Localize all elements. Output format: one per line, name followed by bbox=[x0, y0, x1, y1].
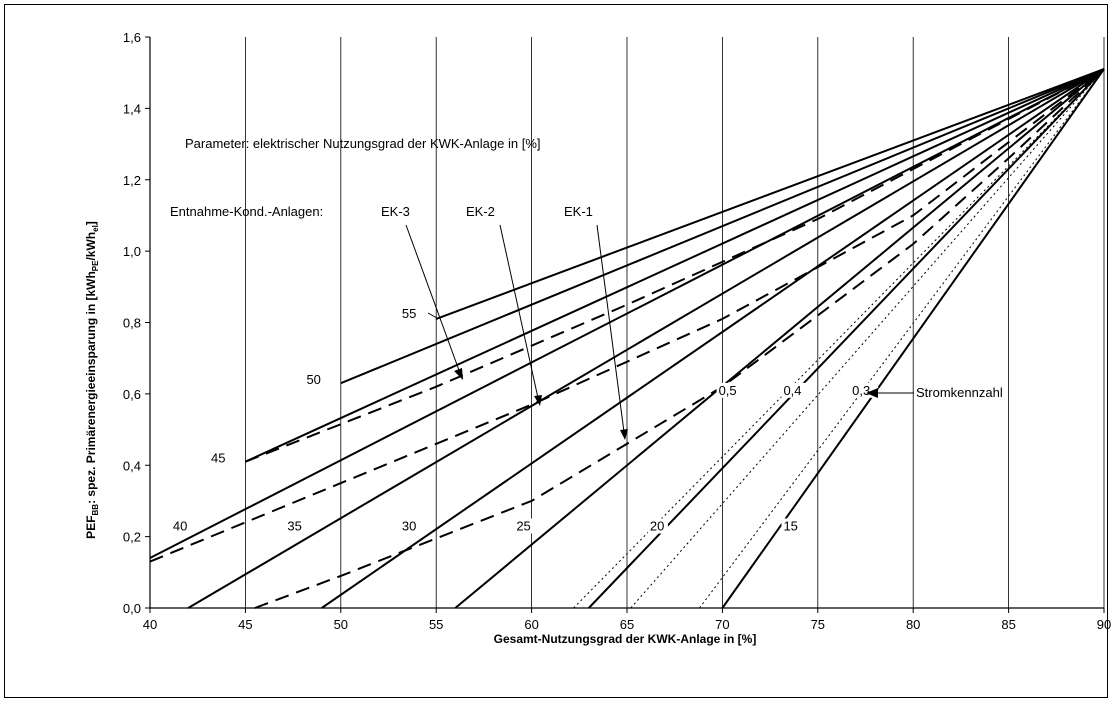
series-line-solid-2 bbox=[244, 68, 1105, 463]
y-label-sub-3: el bbox=[91, 225, 100, 232]
annotation-stromkennzahl: Stromkennzahl bbox=[916, 385, 1003, 400]
curve-label-bg-7 bbox=[647, 518, 668, 534]
curve-label-bg-3 bbox=[170, 518, 191, 534]
y-label-part-3: /kWh bbox=[84, 232, 98, 261]
curve-label-bg-6 bbox=[514, 518, 535, 534]
series-line-solid-4 bbox=[187, 68, 1105, 609]
curve-label-2: 45 bbox=[211, 451, 225, 466]
series-line-solid-1 bbox=[340, 68, 1105, 385]
grid-lines bbox=[244, 37, 1105, 608]
curve-label-8: 15 bbox=[783, 518, 797, 533]
curve-labels: 55 50 45 40 35 30 25 20 15 0,5 0,4 0,3 bbox=[170, 306, 879, 534]
y-tick-label-1: 0,2 bbox=[123, 530, 141, 545]
curve-label-11: 0,3 bbox=[852, 383, 870, 398]
arrow-ek1-line bbox=[596, 224, 625, 433]
y-axis-label: PEFBB: spez. Primärenergieeinsparung in … bbox=[84, 221, 100, 539]
arrow-ek2-head bbox=[534, 395, 542, 406]
curve-label-7: 20 bbox=[650, 518, 664, 533]
curve-label-9: 0,5 bbox=[719, 383, 737, 398]
y-tick-label-3: 0,6 bbox=[123, 387, 141, 402]
curve-label-bg-9 bbox=[716, 382, 745, 398]
curve-label-0: 55 bbox=[402, 306, 416, 321]
y-label-part-1: PEF bbox=[84, 515, 98, 538]
pointer-arrows bbox=[405, 224, 914, 440]
series-lines bbox=[149, 68, 1105, 609]
annotation-entnahme: Entnahme-Kond.-Anlagen: bbox=[170, 204, 323, 219]
y-tick-label-2: 0,4 bbox=[123, 458, 141, 473]
x-tick-label-50: 50 bbox=[334, 617, 348, 632]
curve-label-5: 30 bbox=[402, 518, 416, 533]
x-tick-label-90: 90 bbox=[1097, 617, 1111, 632]
x-tick-label-60: 60 bbox=[524, 617, 538, 632]
series-line-dotted-14 bbox=[699, 68, 1105, 609]
x-tick-label-85: 85 bbox=[1001, 617, 1015, 632]
axes bbox=[145, 36, 1105, 613]
curve-label-bg-5 bbox=[399, 518, 420, 534]
arrow-ek3-line bbox=[405, 224, 461, 374]
curve-label-bg-0 bbox=[399, 306, 420, 322]
curve-label-bg-10 bbox=[781, 382, 810, 398]
arrow-stromkennzahl-head bbox=[866, 388, 878, 398]
curve-label-10: 0,4 bbox=[783, 383, 801, 398]
series-line-dashed-9 bbox=[245, 68, 1105, 463]
series-line-dashed-11 bbox=[254, 68, 1105, 609]
series-line-solid-7 bbox=[588, 68, 1105, 609]
curve-label-bg-8 bbox=[781, 518, 802, 534]
x-tick-label-55: 55 bbox=[429, 617, 443, 632]
y-tick-label-8: 1,6 bbox=[123, 30, 141, 45]
x-tick-label-65: 65 bbox=[620, 617, 634, 632]
y-tick-label-5: 1,0 bbox=[123, 244, 141, 259]
y-tick-labels: 0,0 0,2 0,4 0,6 0,8 1,0 1,2 1,4 1,6 bbox=[123, 30, 141, 616]
curve-label-bg-4 bbox=[285, 518, 306, 534]
series-line-dashed-10 bbox=[149, 68, 1105, 563]
y-label-sub-2: PE bbox=[91, 260, 100, 271]
curve-label-1: 50 bbox=[306, 372, 320, 387]
series-line-solid-8 bbox=[721, 68, 1105, 609]
y-label-part-4: ] bbox=[84, 221, 98, 225]
curve-label-bg-1 bbox=[304, 372, 325, 388]
series-line-solid-6 bbox=[454, 68, 1105, 609]
curve-label-6: 25 bbox=[516, 518, 530, 533]
series-line-solid-5 bbox=[321, 68, 1105, 609]
x-tick-label-75: 75 bbox=[811, 617, 825, 632]
annotation-ek2: EK-2 bbox=[466, 204, 495, 219]
x-tick-label-70: 70 bbox=[715, 617, 729, 632]
annotation-parameter: Parameter: elektrischer Nutzungsgrad der… bbox=[185, 136, 541, 151]
curve-label-bg-2 bbox=[209, 450, 230, 466]
series-line-solid-0 bbox=[435, 68, 1105, 320]
x-tick-label-80: 80 bbox=[906, 617, 920, 632]
y-label-sub-1: BB bbox=[91, 504, 100, 516]
x-tick-label-45: 45 bbox=[238, 617, 252, 632]
x-tick-label-40: 40 bbox=[143, 617, 157, 632]
arrow-ek2-line bbox=[499, 224, 539, 399]
y-tick-label-0: 0,0 bbox=[123, 601, 141, 616]
series-line-solid-3 bbox=[149, 68, 1105, 559]
annotation-ek3: EK-3 bbox=[381, 204, 410, 219]
annotation-ek1: EK-1 bbox=[564, 204, 593, 219]
y-tick-label-7: 1,4 bbox=[123, 101, 141, 116]
series-line-dotted-13 bbox=[630, 68, 1105, 609]
x-tick-labels: 40 45 50 55 60 65 70 75 80 85 90 bbox=[143, 617, 1111, 632]
label-55-leader bbox=[427, 312, 438, 319]
y-tick-label-4: 0,8 bbox=[123, 316, 141, 331]
series-line-dotted-12 bbox=[573, 68, 1105, 609]
x-axis-label: Gesamt-Nutzungsgrad der KWK-Anlage in [%… bbox=[494, 632, 757, 646]
arrow-ek1-head bbox=[620, 429, 628, 440]
arrow-ek3-head bbox=[454, 368, 463, 380]
y-label-part-2: : spez. Primärenergieeinsparung in [kWh bbox=[84, 271, 98, 504]
y-tick-label-6: 1,2 bbox=[123, 173, 141, 188]
curve-label-3: 40 bbox=[173, 518, 187, 533]
curve-label-4: 35 bbox=[287, 518, 301, 533]
